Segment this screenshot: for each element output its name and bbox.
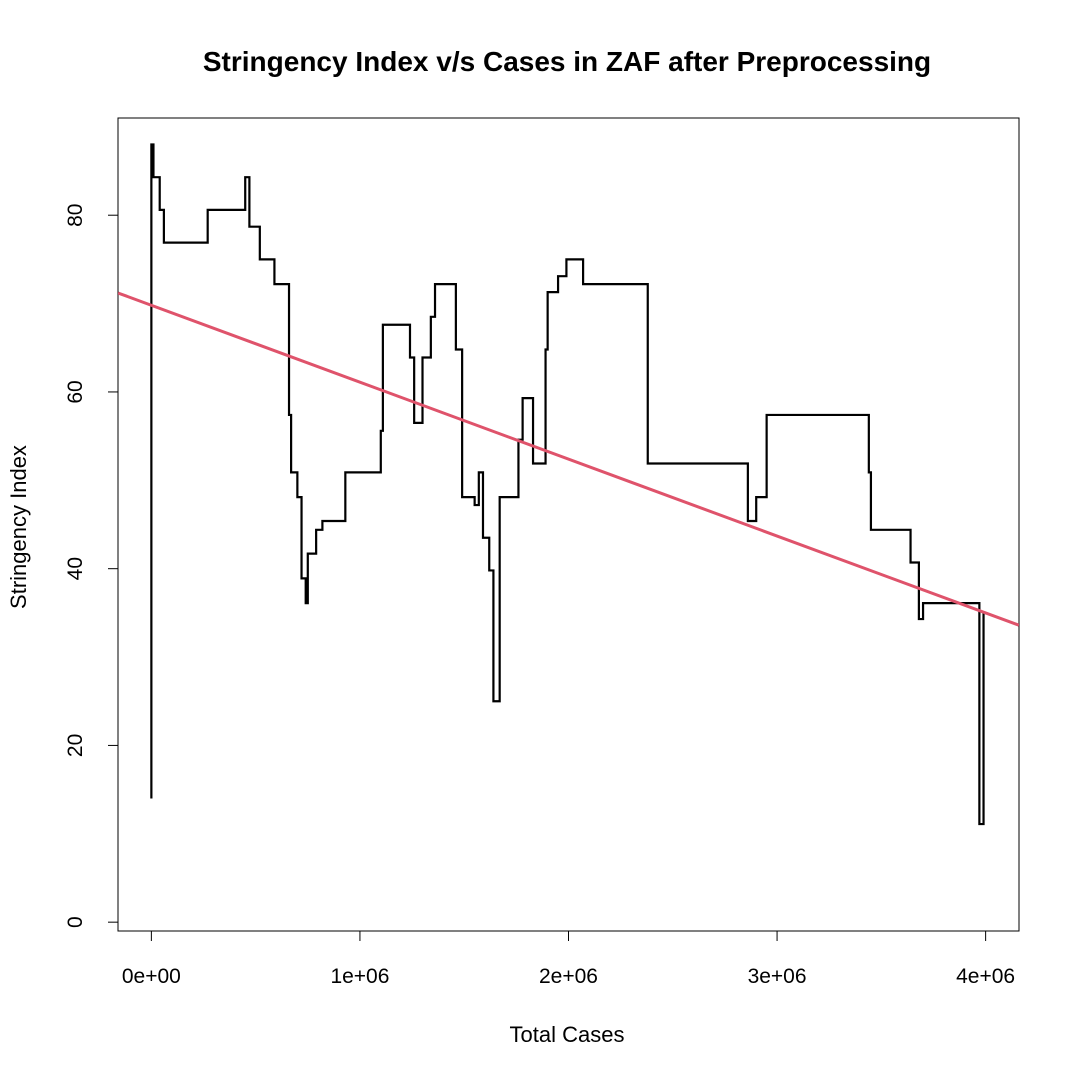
regression-line [118,291,1019,627]
chart-title: Stringency Index v/s Cases in ZAF after … [203,46,931,77]
x-tick-label: 2e+06 [539,965,598,988]
y-axis: 0 20 40 60 80 [64,204,119,928]
x-tick-label: 3e+06 [748,965,807,988]
x-axis-label: Total Cases [510,1022,625,1047]
x-tick-label: 1e+06 [330,965,389,988]
x-tick-label: 4e+06 [956,965,1015,988]
y-axis-label: Stringency Index [6,445,31,609]
series-layer [118,143,1019,826]
stringency-step-line [150,143,985,826]
x-tick-label: 0e+00 [122,965,181,988]
y-tick-label: 80 [64,204,87,227]
y-tick-label: 40 [64,557,87,580]
x-axis: 0e+00 1e+06 2e+06 3e+06 4e+06 [122,930,1015,988]
y-tick-label: 0 [64,916,87,928]
y-tick-label: 20 [64,734,87,757]
y-tick-label: 60 [64,380,87,403]
